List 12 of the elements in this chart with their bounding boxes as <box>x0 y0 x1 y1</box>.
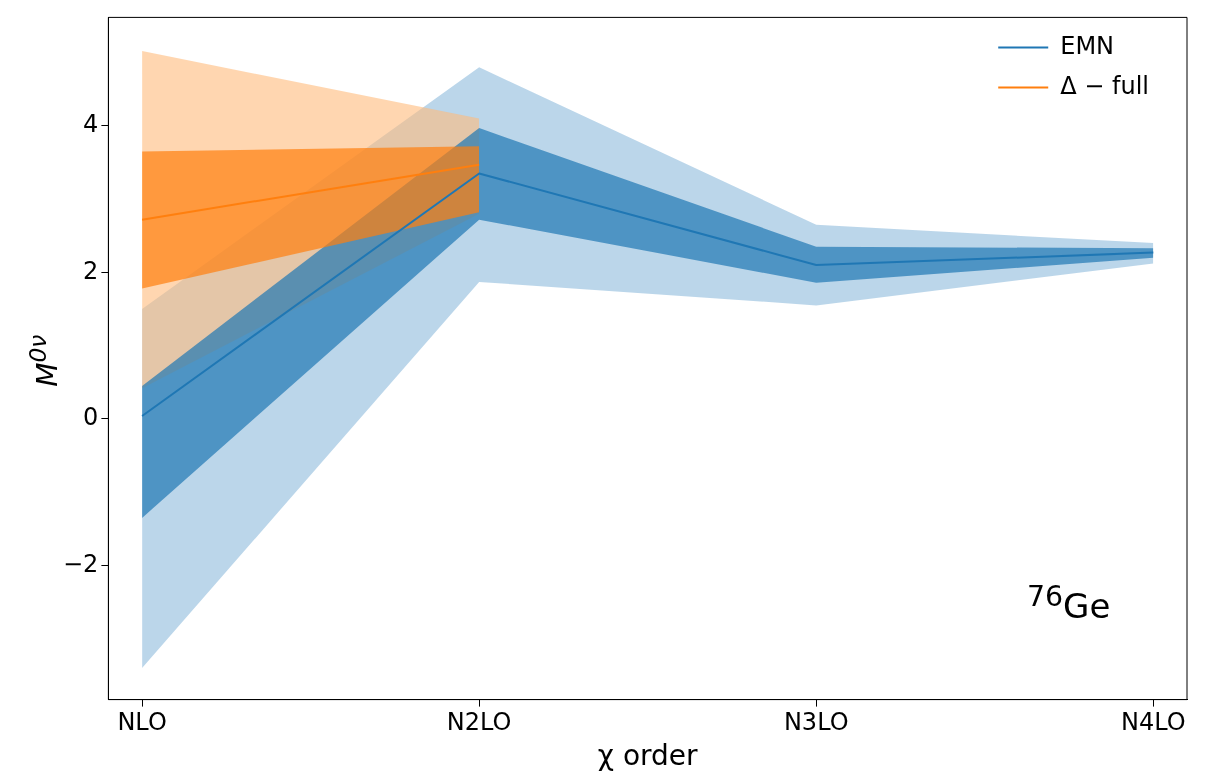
annotation: $^{76}$Ge <box>1027 579 1111 626</box>
y-tick-label: 4 <box>83 110 99 139</box>
y-tick-label: 0 <box>83 403 99 432</box>
y-tick-label: 2 <box>83 256 99 285</box>
x-axis-title: χ order <box>597 739 699 773</box>
x-tick-label: NLO <box>117 708 167 737</box>
x-tick-label: N3LO <box>783 708 849 737</box>
legend-label: Δ − full <box>1060 71 1149 100</box>
legend-label: EMN <box>1060 31 1115 60</box>
x-tick-label: N2LO <box>446 708 512 737</box>
y-tick-label: −2 <box>62 549 99 578</box>
x-tick-label: N4LO <box>1120 708 1186 737</box>
